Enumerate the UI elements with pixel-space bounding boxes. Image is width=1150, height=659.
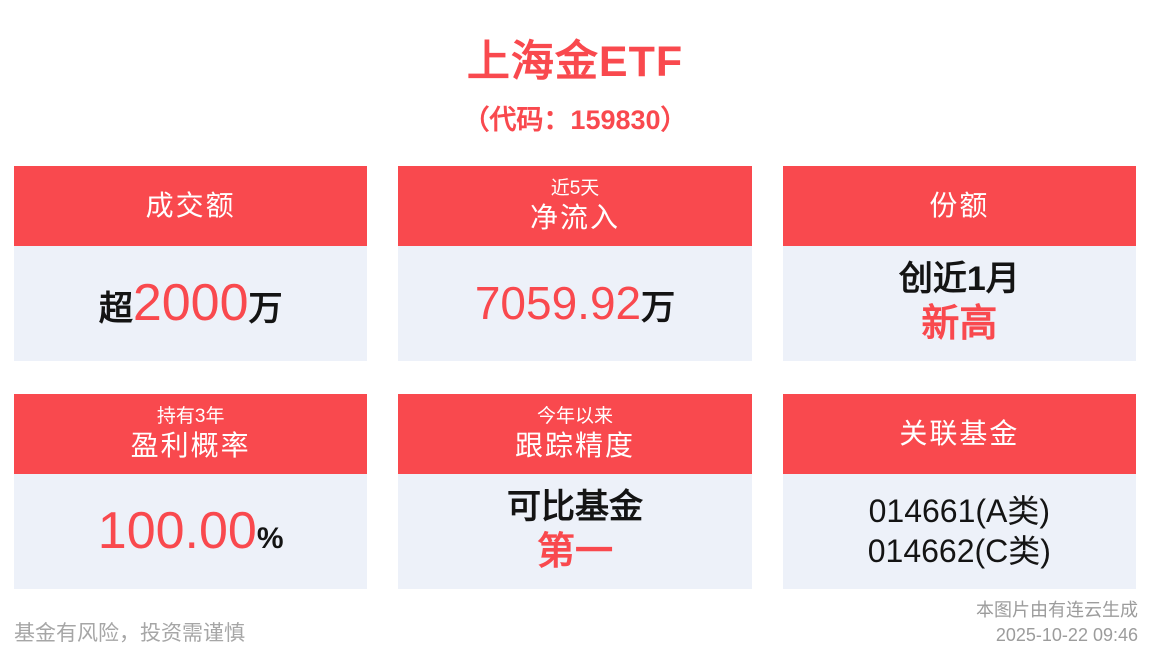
card-net-inflow-header: 近5天 净流入: [398, 166, 752, 246]
card-net-inflow-header-label: 净流入: [529, 201, 620, 233]
tracking-accuracy-value-line2: 第一: [536, 531, 613, 574]
card-net-inflow-header-period: 近5天: [550, 177, 600, 199]
tracking-accuracy-value-line1: 可比基金: [506, 488, 643, 527]
card-profit-probability-header-label: 盈利概率: [130, 429, 251, 461]
turnover-value-prefix: 超: [98, 290, 133, 329]
turnover-value-unit: 万: [248, 290, 283, 329]
related-fund-code-c: 014662(C类): [867, 532, 1051, 569]
risk-disclaimer: 基金有风险，投资需谨慎: [14, 622, 245, 645]
card-net-inflow-body: 7059.92 万: [398, 246, 752, 361]
card-share-header: 份额: [782, 166, 1136, 246]
profit-probability-value-number: 100.00: [97, 502, 257, 561]
card-turnover-header-label: 成交额: [145, 190, 236, 222]
net-inflow-value-number: 7059.92: [474, 276, 642, 329]
card-turnover-value: 超 2000 万: [99, 272, 283, 334]
share-value-line2: 新高: [921, 303, 998, 346]
card-net-inflow-value: 7059.92 万: [475, 276, 675, 331]
card-share-header-label: 份额: [929, 190, 990, 222]
card-net-inflow: 近5天 净流入 7059.92 万: [398, 166, 752, 361]
card-tracking-accuracy-body: 可比基金 第一: [398, 474, 752, 589]
share-value-line1: 创近1月: [898, 260, 1020, 299]
turnover-value-number: 2000: [132, 274, 249, 333]
net-inflow-value-unit: 万: [641, 288, 676, 327]
generator-timestamp: 2025-10-22 09:46: [995, 624, 1138, 645]
card-profit-probability: 持有3年 盈利概率 100.00 %: [14, 394, 368, 589]
card-related-funds-body: 014661(A类) 014662(C类): [782, 474, 1136, 589]
card-related-funds-header: 关联基金: [782, 394, 1136, 474]
generator-watermark: 本图片由有连云生成 2025-10-22 09:46: [976, 598, 1138, 647]
card-profit-probability-header-period: 持有3年: [156, 405, 225, 427]
card-profit-probability-value: 100.00 %: [98, 500, 284, 562]
stats-grid: 成交额 超 2000 万 近5天 净流入 7059.92 万 份额 创近1月: [14, 166, 1136, 589]
related-fund-code-a: 014661(A类): [868, 493, 1051, 530]
card-related-funds-header-label: 关联基金: [899, 418, 1020, 450]
page-subtitle-fund-code: （代码：159830）: [462, 105, 688, 135]
page-title: 上海金ETF: [466, 38, 684, 86]
card-turnover-header: 成交额: [14, 166, 368, 246]
card-tracking-accuracy-header: 今年以来 跟踪精度: [398, 394, 752, 474]
card-turnover-body: 超 2000 万: [14, 246, 368, 361]
card-profit-probability-body: 100.00 %: [14, 474, 368, 589]
card-tracking-accuracy-header-label: 跟踪精度: [514, 429, 635, 461]
generator-source: 本图片由有连云生成: [976, 600, 1138, 621]
profit-probability-value-unit: %: [256, 522, 284, 556]
card-tracking-accuracy: 今年以来 跟踪精度 可比基金 第一: [398, 394, 752, 589]
footer: 基金有风险，投资需谨慎 本图片由有连云生成 2025-10-22 09:46: [14, 598, 1138, 647]
card-turnover: 成交额 超 2000 万: [14, 166, 368, 361]
infographic-page: { "colors": { "accent_red": "#F9494E", "…: [0, 27, 1150, 659]
card-profit-probability-header: 持有3年 盈利概率: [14, 394, 368, 474]
card-share: 份额 创近1月 新高: [782, 166, 1136, 361]
card-tracking-accuracy-header-period: 今年以来: [536, 405, 613, 427]
card-related-funds: 关联基金 014661(A类) 014662(C类): [782, 394, 1136, 589]
card-share-body: 创近1月 新高: [782, 246, 1136, 361]
